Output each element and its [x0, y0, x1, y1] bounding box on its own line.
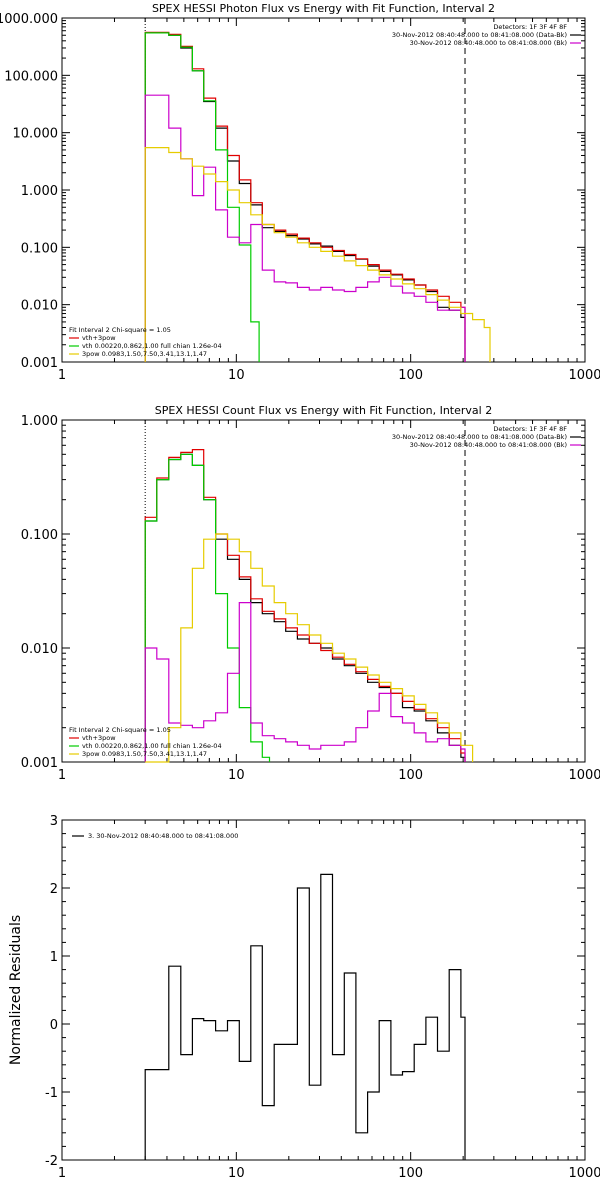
- legend-entry: 3pow 0.0983,1.50,7.50,3.41,13.1,1.47: [82, 750, 207, 758]
- y-tick-label: 100.000: [4, 69, 58, 84]
- legend-bottom-left: Fit Interval 2 Chi-square = 1.05vth+3pow…: [69, 326, 222, 358]
- y-tick-label: -2: [45, 1154, 58, 1169]
- chart-panel-1: SPEX HESSI Photon Flux vs Energy with Fi…: [0, 2, 600, 383]
- x-axis: 1 10 100 1000: [58, 18, 600, 383]
- x-tick-label: 10: [228, 1166, 245, 1181]
- legend-bottom-left: Fit Interval 2 Chi-square = 1.05vth+3pow…: [69, 726, 222, 758]
- x-tick-label: 1000: [568, 368, 600, 383]
- x-tick-label: 1: [58, 1166, 66, 1181]
- series-line-2: [144, 449, 466, 762]
- series-line-5: [144, 147, 491, 362]
- x-tick-label: 1: [58, 768, 66, 783]
- y-axis-label: Normalized Residuals: [8, 915, 24, 1065]
- series-line-3: [144, 453, 271, 762]
- legend-entry: vth+3pow: [82, 334, 116, 342]
- plot-frame: [61, 17, 586, 363]
- series-group: [144, 873, 466, 1160]
- legend-entry: vth 0.00220,0.862,1.00 full chian 1.26e-…: [82, 742, 222, 750]
- x-tick-label: 1000: [568, 1166, 600, 1181]
- y-axis: 0.001 0.010 0.100 1.000: [21, 414, 585, 771]
- y-tick-label: 2: [50, 882, 58, 897]
- series-line-3: [144, 32, 260, 362]
- y-tick-label: -1: [45, 1086, 58, 1101]
- x-tick-label: 100: [398, 768, 423, 783]
- y-tick-label: 0: [50, 1018, 58, 1033]
- chart-title: SPEX HESSI Count Flux vs Energy with Fit…: [155, 404, 492, 417]
- y-tick-label: 1.000: [21, 184, 58, 199]
- legend-entry: Fit Interval 2 Chi-square = 1.05: [69, 726, 171, 734]
- y-tick-label: 1000.000: [0, 12, 58, 27]
- legend-top-left: 3. 30-Nov-2012 08:40:48.000 to 08:41:08.…: [72, 832, 238, 840]
- x-tick-label: 1: [58, 368, 66, 383]
- legend-entry: 3. 30-Nov-2012 08:40:48.000 to 08:41:08.…: [88, 832, 238, 840]
- y-axis: -2 -1 0 1 2 3: [45, 814, 585, 1169]
- series-group: [144, 449, 474, 763]
- series-line-2: [144, 31, 466, 362]
- plot-frame: [61, 419, 586, 763]
- series-line-1: [144, 32, 466, 362]
- y-tick-label: 10.000: [13, 127, 59, 142]
- legend-entry: Fit Interval 2 Chi-square = 1.05: [69, 326, 171, 334]
- legend-entry: vth+3pow: [82, 734, 116, 742]
- y-tick-label: 0.001: [21, 756, 58, 771]
- x-tick-label: 1000: [568, 768, 600, 783]
- series-line-4: [144, 94, 466, 362]
- legend-entry: Detectors: 1F 3F 4F 8F: [493, 425, 567, 433]
- series-line-4: [144, 602, 466, 762]
- y-tick-label: 0.100: [21, 528, 58, 543]
- legend-entry: 3pow 0.0983,1.50,7.50,3.41,13.1,1.47: [82, 350, 207, 358]
- x-tick-label: 100: [398, 1166, 423, 1181]
- legend-entry: Detectors: 1F 3F 4F 8F: [493, 23, 567, 31]
- chart-title: SPEX HESSI Photon Flux vs Energy with Fi…: [152, 2, 495, 15]
- x-tick-label: 10: [228, 368, 245, 383]
- series-line-1: [144, 453, 466, 762]
- legend-entry: 30-Nov-2012 08:40:48.000 to 08:41:08.000…: [410, 441, 567, 449]
- x-tick-label: 10: [228, 768, 245, 783]
- chart-panel-2: SPEX HESSI Count Flux vs Energy with Fit…: [21, 404, 600, 783]
- chart-panel-3: 1 10 100 1000 -2 -1 0 1 2 3 Normalized Residuals 3.…: [8, 814, 600, 1181]
- series-line-1: [144, 873, 466, 1160]
- y-tick-label: 0.001: [21, 356, 58, 371]
- x-tick-label: 100: [398, 368, 423, 383]
- y-tick-label: 1: [50, 950, 58, 965]
- legend-entry: 30-Nov-2012 08:40:48.000 to 08:41:08.000…: [392, 31, 567, 39]
- y-tick-label: 3: [50, 814, 58, 829]
- y-axis: 0.001 0.010 0.100 1.000 10.000 100.000 1000.00…: [0, 12, 585, 371]
- plot-frame: [61, 819, 586, 1161]
- y-tick-label: 0.100: [21, 241, 58, 256]
- legend-entry: 30-Nov-2012 08:40:48.000 to 08:41:08.000…: [392, 433, 567, 441]
- x-axis: 1 10 100 1000: [58, 820, 600, 1181]
- legend-entry: 30-Nov-2012 08:40:48.000 to 08:41:08.000…: [410, 39, 567, 47]
- y-tick-label: 0.010: [21, 299, 58, 314]
- y-tick-label: 0.010: [21, 642, 58, 657]
- legend-entry: vth 0.00220,0.862,1.00 full chian 1.26e-…: [82, 342, 222, 350]
- y-tick-label: 1.000: [21, 414, 58, 429]
- series-line-5: [145, 533, 474, 763]
- series-group: [144, 31, 491, 362]
